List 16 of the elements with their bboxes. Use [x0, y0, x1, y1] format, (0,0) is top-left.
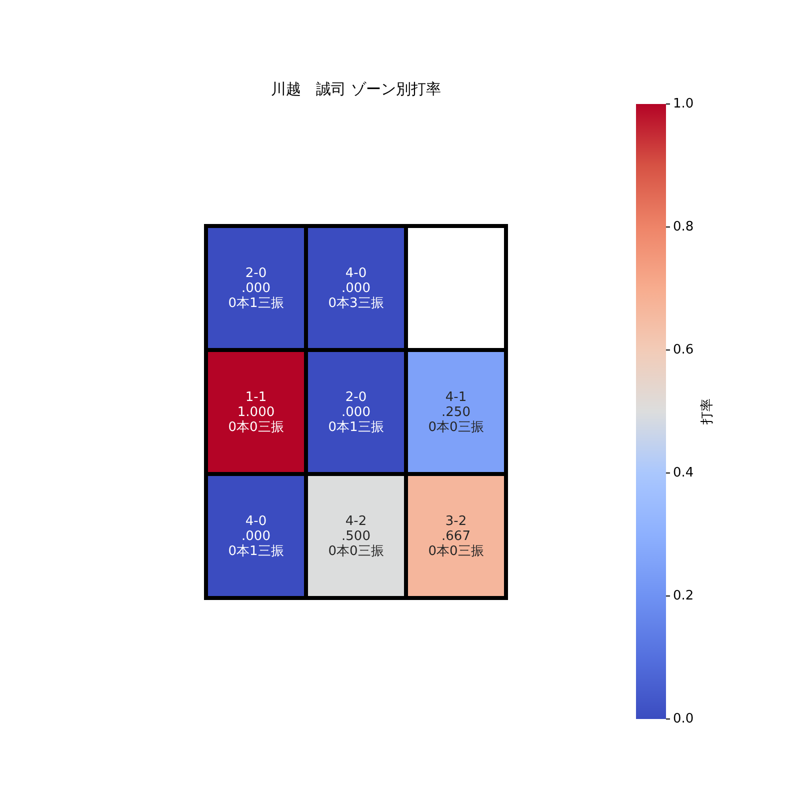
color-bar-label: 0.6: [673, 342, 694, 358]
data-label: 2-0 .000 0本1三振: [228, 266, 284, 311]
data-label: 4-0 .000 0本3三振: [328, 266, 384, 311]
color-bar-title: 打率: [699, 398, 715, 426]
color-bar-label: 0.0: [673, 712, 694, 727]
color-bar-label: 0.4: [673, 466, 694, 481]
chart-title: 川越 誠司 ゾーン別打率: [271, 80, 441, 98]
color-bar-label: 1.0: [673, 96, 694, 112]
color-bar-label: 0.2: [673, 588, 694, 604]
color-bar-label: 0.8: [673, 220, 694, 235]
data-label: 1-1 1.000 0本0三振: [228, 390, 284, 435]
data-label: 4-1 .250 0本0三振: [428, 390, 484, 435]
data-label: 3-2 .667 0本0三振: [428, 514, 484, 559]
data-label: 4-2 .500 0本0三振: [328, 514, 384, 559]
data-label: 2-0 .000 0本1三振: [328, 390, 384, 435]
data-label: 4-0 .000 0本1三振: [228, 514, 284, 559]
